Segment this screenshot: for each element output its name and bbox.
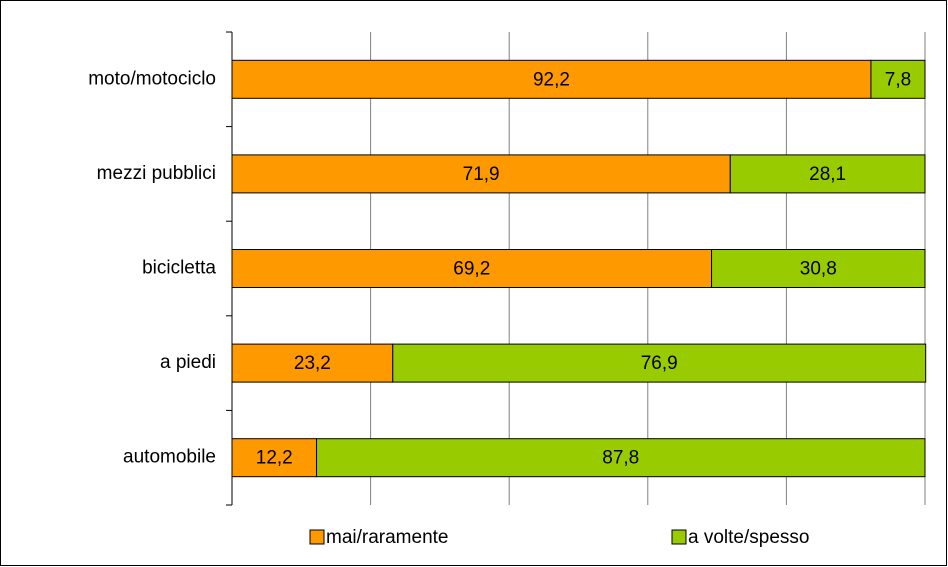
y-tick-label: a piedi [160,352,216,373]
bar-segment [729,154,926,194]
bar-segment [231,438,318,478]
bar-segment [231,154,731,194]
y-tick-label: automobile [123,447,216,468]
data-label: 23,2 [294,353,331,374]
data-label: 30,8 [800,259,837,280]
bar-segment [316,438,926,478]
bar-segment [231,59,872,99]
y-tick-label: mezzi pubblici [97,163,216,184]
y-tick-label: moto/motociclo [88,68,216,89]
data-label: 71,9 [463,164,500,185]
bar-segment [392,343,927,383]
legend-label: mai/raramente [326,527,449,548]
legend-swatch [671,529,687,545]
data-label: 28,1 [809,164,846,185]
data-label: 92,2 [533,69,570,90]
legend-label: a volte/spesso [688,527,809,548]
data-label: 12,2 [256,448,293,469]
bar-segment [711,249,926,288]
bar-segment [870,59,926,99]
data-label: 87,8 [602,448,639,469]
data-label: 69,2 [453,259,490,280]
data-label: 7,8 [885,69,911,90]
data-label: 76,9 [641,353,678,374]
legend-swatch [309,529,325,545]
y-tick-label: bicicletta [142,258,216,279]
bar-segment [231,249,713,288]
